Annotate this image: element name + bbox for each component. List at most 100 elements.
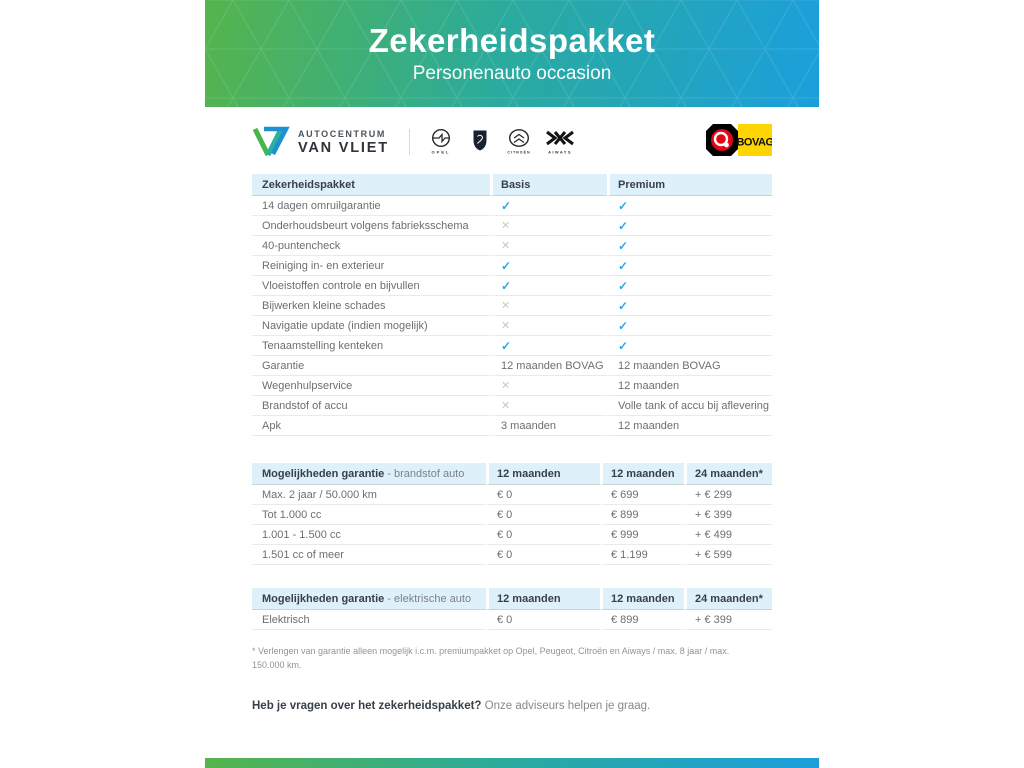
row-value: € 0 [486,610,600,630]
row-value: € 699 [600,485,684,505]
row-value-check: ✓ [607,296,772,316]
row-value-x: ✕ [490,396,607,416]
row-label: 1.001 - 1.500 cc [252,525,486,545]
table-header-label: Mogelijkheden garantie - elektrische aut… [252,588,486,610]
check-icon: ✓ [618,338,629,353]
table-row: 14 dagen omruilgarantie ✓ ✓ [252,196,772,216]
check-icon: ✓ [618,218,629,233]
check-icon: ✓ [618,258,629,273]
dealer-name-bottom: VAN VLIET [298,139,389,156]
row-value-check: ✓ [490,256,607,276]
contact-question-bold: Heb je vragen over het zekerheidspakket? [252,699,482,712]
row-label: Vloeistoffen controle en bijvullen [252,276,490,296]
x-icon: ✕ [501,240,511,252]
row-label: Max. 2 jaar / 50.000 km [252,485,486,505]
row-value: € 0 [486,505,600,525]
bovag-logo-icon: BOVAG [706,123,774,156]
row-value: € 899 [600,505,684,525]
check-icon: ✓ [618,198,629,213]
row-label: Brandstof of accu [252,396,490,416]
row-value-check: ✓ [490,196,607,216]
table-header-col: Premium [607,174,772,196]
row-value: € 0 [486,545,600,565]
row-value: € 1.199 [600,545,684,565]
row-value-check: ✓ [607,316,772,336]
row-value: € 999 [600,525,684,545]
bovag-badge: BOVAG [706,123,774,161]
row-value-x: ✕ [490,316,607,336]
row-value: + € 599 [684,545,772,565]
check-icon: ✓ [501,338,512,353]
table-header-col: 24 maanden* [684,463,772,485]
table-row: Onderhoudsbeurt volgens fabrieksschema ✕ ✓ [252,216,772,236]
row-label: 40-puntencheck [252,236,490,256]
dealer-brand-group: AUTOCENTRUM VAN VLIET OPEL CI [252,124,577,160]
table-row: Garantie 12 maanden BOVAG 12 maanden BOVAG [252,356,772,376]
opel-logo-icon: OPEL [431,128,450,155]
check-icon: ✓ [501,258,512,273]
table-row: Navigatie update (indien mogelijk) ✕ ✓ [252,316,772,336]
table-header-col: 12 maanden [600,463,684,485]
table-row: 40-puntencheck ✕ ✓ [252,236,772,256]
row-value-check: ✓ [607,196,772,216]
footnote: * Verlengen van garantie alleen mogelijk… [252,646,730,671]
row-value: 12 maanden BOVAG [607,356,772,376]
table-row: Brandstof of accu ✕ Volle tank of accu bij… [252,396,772,416]
row-value-check: ✓ [607,276,772,296]
table-header-col: 12 maanden [486,588,600,610]
dealer-logo: AUTOCENTRUM VAN VLIET [252,124,389,160]
row-value: 12 maanden BOVAG [490,356,607,376]
van-vliet-v7-icon [252,126,290,157]
table-row: Tenaamstelling kenteken ✓ ✓ [252,336,772,356]
aiways-logo-icon: AIWAYS [545,130,574,155]
row-value: 3 maanden [490,416,607,436]
fuel-warranty-table: Mogelijkheden garantie - brandstof auto 1… [252,463,772,565]
row-value: € 899 [600,610,684,630]
table-header-label: Mogelijkheden garantie - brandstof auto [252,463,486,485]
flyer-page: Zekerheidspakket Personenauto occasion A… [205,0,819,768]
check-icon: ✓ [618,278,629,293]
page-title: Zekerheidspakket [368,22,656,59]
table-row: Wegenhulpservice ✕ 12 maanden [252,376,772,396]
row-value-x: ✕ [490,296,607,316]
check-icon: ✓ [618,318,629,333]
row-label: Garantie [252,356,490,376]
row-value: + € 399 [684,610,772,630]
row-label: Apk [252,416,490,436]
table-row: Tot 1.000 cc € 0 € 899 + € 399 [252,505,772,525]
table-row: Apk 3 maanden 12 maanden [252,416,772,436]
row-value-x: ✕ [490,216,607,236]
row-value-x: ✕ [490,236,607,256]
table-header-label: Zekerheidspakket [252,174,490,196]
row-value: € 0 [486,525,600,545]
vertical-divider [408,129,410,155]
table-row: Reiniging in- en exterieur ✓ ✓ [252,256,772,276]
table-row: 1.001 - 1.500 cc € 0 € 999 + € 499 [252,525,772,545]
row-label: Wegenhulpservice [252,376,490,396]
header-banner: Zekerheidspakket Personenauto occasion [205,0,819,107]
row-value: Volle tank of accu bij aflevering [607,396,772,416]
x-icon: ✕ [501,300,511,312]
row-label: Elektrisch [252,610,486,630]
row-value-check: ✓ [607,336,772,356]
contact-question: Heb je vragen over het zekerheidspakket?… [252,699,772,714]
dealer-name: AUTOCENTRUM VAN VLIET [298,129,389,156]
table-header-row: Mogelijkheden garantie - brandstof auto 1… [252,463,772,485]
svg-text:OPEL: OPEL [431,150,450,155]
row-label: Onderhoudsbeurt volgens fabrieksschema [252,216,490,236]
row-label: Tot 1.000 cc [252,505,486,525]
x-icon: ✕ [501,320,511,332]
table-row: 1.501 cc of meer € 0 € 1.199 + € 599 [252,545,772,565]
row-label: Navigatie update (indien mogelijk) [252,316,490,336]
contact-question-rest: Onze adviseurs helpen je graag. [481,699,651,712]
table-row: Vloeistoffen controle en bijvullen ✓ ✓ [252,276,772,296]
check-icon: ✓ [501,198,512,213]
table-header-col: 12 maanden [486,463,600,485]
check-icon: ✓ [501,278,512,293]
table-header-col: 12 maanden [600,588,684,610]
dealer-name-top: AUTOCENTRUM [298,128,386,139]
x-icon: ✕ [501,380,511,392]
row-value-check: ✓ [607,216,772,236]
table-header-row: Mogelijkheden garantie - elektrische aut… [252,588,772,610]
row-value-check: ✓ [607,256,772,276]
